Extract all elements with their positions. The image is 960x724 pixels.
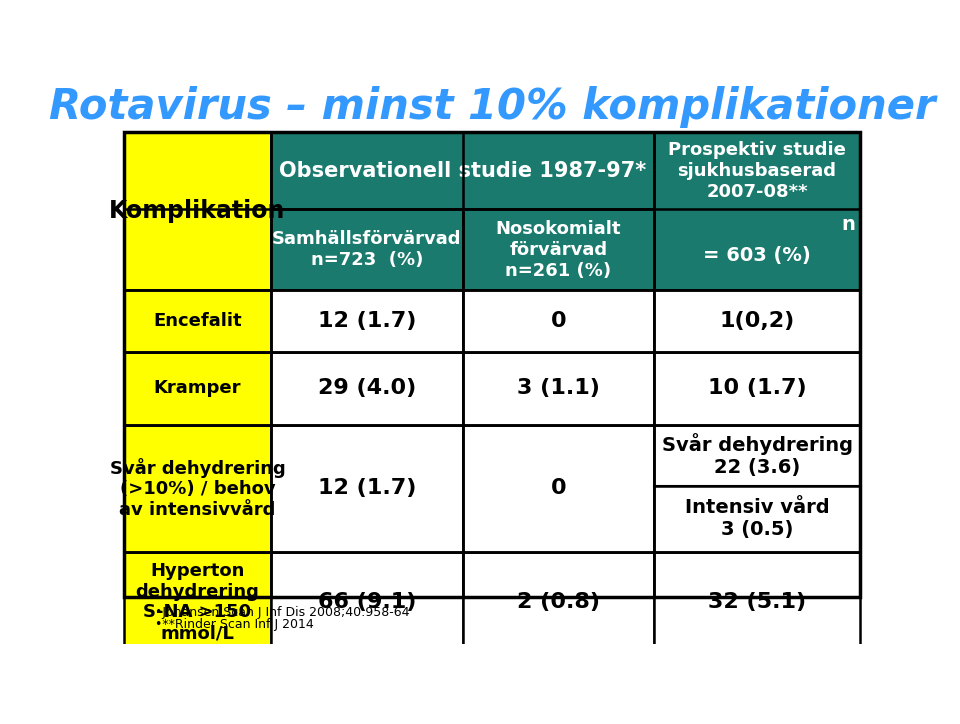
Text: Observationell studie 1987-97*: Observationell studie 1987-97*: [279, 161, 646, 181]
Text: = 603 (%): = 603 (%): [703, 246, 811, 266]
Text: 32 (5.1): 32 (5.1): [708, 592, 806, 612]
Text: Encefalit: Encefalit: [154, 312, 242, 330]
Bar: [271, 290, 463, 352]
Text: 66 (9.1): 66 (9.1): [318, 592, 416, 612]
Text: Hyperton
dehydrering
S-NA >150
mmol/L: Hyperton dehydrering S-NA >150 mmol/L: [135, 562, 259, 642]
Text: 0: 0: [550, 479, 566, 498]
Text: Samhällsförvärvad
n=723  (%): Samhällsförvärvad n=723 (%): [272, 230, 462, 269]
Bar: [271, 425, 463, 552]
Text: •Johansen Scan J Inf Dis 2008;40:958-64: •Johansen Scan J Inf Dis 2008;40:958-64: [155, 606, 409, 619]
Bar: [654, 486, 860, 552]
Bar: [124, 352, 271, 425]
Text: n: n: [842, 216, 855, 235]
Bar: [271, 209, 463, 290]
Bar: [463, 290, 654, 352]
Bar: [463, 552, 654, 652]
Bar: [654, 425, 860, 486]
Text: 1(0,2): 1(0,2): [719, 311, 795, 331]
Text: Svår dehydrering
(>10%) / behov
av intensivvård: Svår dehydrering (>10%) / behov av inten…: [109, 458, 285, 519]
Text: 2 (0.8): 2 (0.8): [516, 592, 600, 612]
Text: Svår dehydrering
22 (3.6): Svår dehydrering 22 (3.6): [661, 434, 852, 477]
Text: 3 (1.1): 3 (1.1): [516, 379, 600, 398]
Bar: [654, 552, 860, 652]
Bar: [463, 209, 654, 290]
Text: 10 (1.7): 10 (1.7): [708, 379, 806, 398]
Text: 12 (1.7): 12 (1.7): [318, 311, 416, 331]
Text: 29 (4.0): 29 (4.0): [318, 379, 416, 398]
Bar: [463, 352, 654, 425]
Bar: [654, 290, 860, 352]
Text: 0: 0: [550, 311, 566, 331]
Bar: [654, 352, 860, 425]
Bar: [124, 132, 860, 597]
Text: Prospektiv studie
sjukhusbaserad
2007-08**: Prospektiv studie sjukhusbaserad 2007-08…: [668, 141, 846, 201]
Bar: [463, 425, 654, 552]
Bar: [271, 352, 463, 425]
Text: Kramper: Kramper: [154, 379, 241, 397]
Text: •**Rinder Scan Inf J 2014: •**Rinder Scan Inf J 2014: [155, 618, 314, 631]
Bar: [124, 132, 271, 290]
Bar: [271, 552, 463, 652]
Bar: [654, 132, 860, 290]
Text: Komplikation: Komplikation: [109, 199, 286, 223]
Text: Nosokomialt
förvärvad
n=261 (%): Nosokomialt förvärvad n=261 (%): [495, 220, 621, 279]
Text: Intensiv vård
3 (0.5): Intensiv vård 3 (0.5): [684, 498, 829, 539]
Bar: [124, 552, 271, 652]
Bar: [271, 132, 654, 209]
Bar: [124, 425, 271, 552]
Bar: [124, 290, 271, 352]
Text: Rotavirus – minst 10% komplikationer: Rotavirus – minst 10% komplikationer: [49, 86, 935, 128]
Text: 12 (1.7): 12 (1.7): [318, 479, 416, 498]
